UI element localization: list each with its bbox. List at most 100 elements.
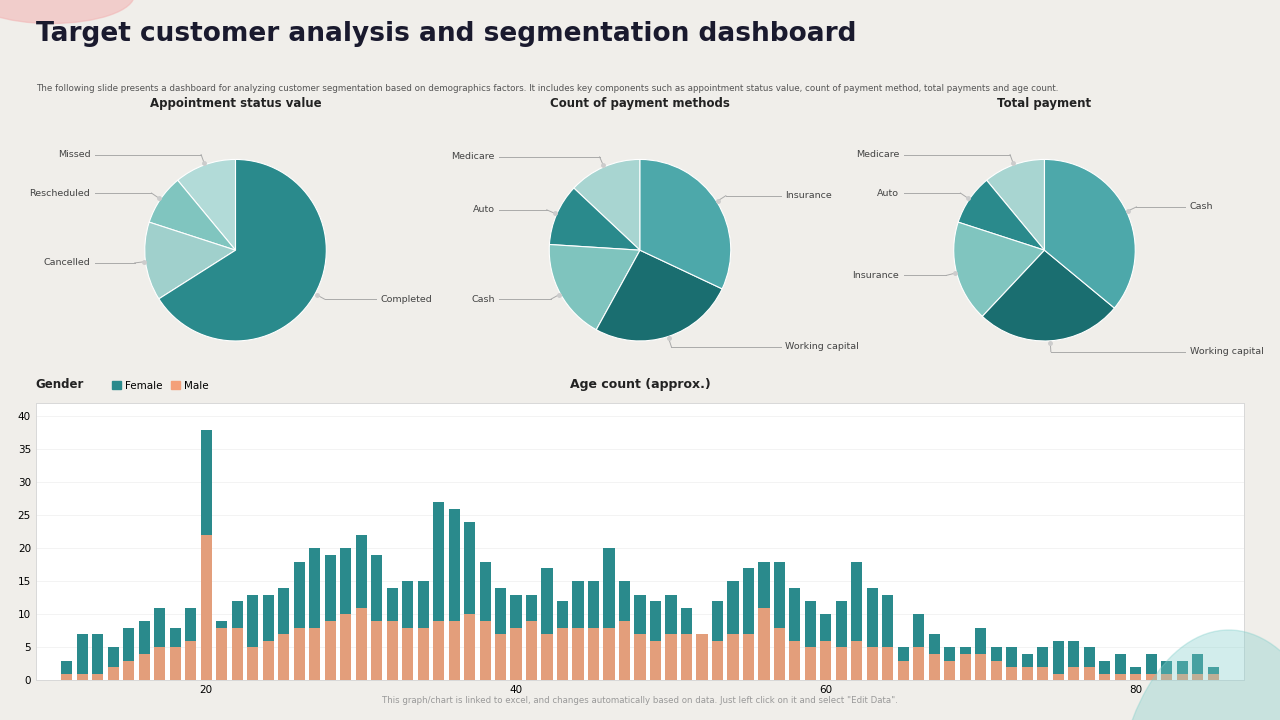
Bar: [666, 634, 677, 680]
Text: Medicare: Medicare: [452, 153, 495, 161]
Title: Count of payment methods: Count of payment methods: [550, 97, 730, 110]
Bar: [325, 621, 335, 680]
Bar: [216, 621, 228, 680]
Wedge shape: [1044, 159, 1135, 308]
Bar: [1069, 667, 1079, 680]
Bar: [929, 654, 940, 680]
Bar: [557, 601, 568, 680]
Bar: [774, 562, 785, 680]
Bar: [154, 608, 165, 680]
Bar: [201, 430, 211, 680]
Bar: [465, 522, 475, 680]
Bar: [1176, 674, 1188, 680]
Wedge shape: [159, 159, 326, 341]
Bar: [727, 582, 739, 680]
Bar: [681, 608, 692, 680]
Bar: [1100, 674, 1110, 680]
Bar: [758, 608, 769, 680]
Bar: [960, 647, 972, 680]
Bar: [387, 588, 398, 680]
Bar: [92, 634, 104, 680]
Bar: [882, 647, 893, 680]
Bar: [1037, 667, 1048, 680]
Bar: [1115, 674, 1126, 680]
Bar: [712, 641, 723, 680]
Bar: [356, 535, 367, 680]
Bar: [805, 647, 815, 680]
Bar: [511, 595, 522, 680]
Bar: [1192, 674, 1203, 680]
Bar: [603, 628, 614, 680]
Bar: [293, 562, 305, 680]
Bar: [448, 509, 460, 680]
Bar: [387, 621, 398, 680]
Bar: [991, 647, 1002, 680]
Wedge shape: [982, 250, 1115, 341]
Text: Rescheduled: Rescheduled: [29, 189, 91, 197]
Bar: [1207, 667, 1219, 680]
Bar: [1161, 674, 1172, 680]
Bar: [851, 641, 863, 680]
Bar: [1207, 674, 1219, 680]
Bar: [867, 588, 878, 680]
Bar: [123, 628, 134, 680]
Bar: [232, 601, 243, 680]
Text: Insurance: Insurance: [852, 271, 900, 280]
Bar: [186, 608, 196, 680]
Bar: [340, 549, 351, 680]
Bar: [1084, 647, 1094, 680]
Bar: [1161, 661, 1172, 680]
Bar: [960, 654, 972, 680]
Wedge shape: [640, 159, 731, 289]
Bar: [1130, 667, 1142, 680]
Text: Cash: Cash: [471, 294, 495, 304]
Bar: [897, 661, 909, 680]
Bar: [278, 588, 289, 680]
Bar: [975, 654, 987, 680]
Bar: [572, 582, 584, 680]
Bar: [913, 647, 924, 680]
Bar: [666, 595, 677, 680]
Bar: [696, 634, 708, 680]
Bar: [340, 614, 351, 680]
Bar: [1146, 674, 1157, 680]
Bar: [897, 647, 909, 680]
Bar: [61, 661, 73, 680]
Bar: [1069, 641, 1079, 680]
Bar: [433, 621, 444, 680]
Bar: [186, 641, 196, 680]
Bar: [308, 549, 320, 680]
Bar: [991, 661, 1002, 680]
Bar: [1021, 654, 1033, 680]
Text: Working capital: Working capital: [785, 343, 859, 351]
Bar: [1115, 654, 1126, 680]
Legend: Female, Male: Female, Male: [108, 377, 212, 395]
Bar: [541, 568, 553, 680]
Bar: [417, 582, 429, 680]
Bar: [851, 562, 863, 680]
Bar: [805, 601, 815, 680]
Bar: [588, 582, 599, 680]
Bar: [325, 555, 335, 680]
Wedge shape: [145, 222, 236, 299]
Wedge shape: [150, 180, 236, 250]
Bar: [541, 634, 553, 680]
Bar: [61, 674, 73, 680]
Bar: [138, 621, 150, 680]
Text: Target customer analysis and segmentation dashboard: Target customer analysis and segmentatio…: [36, 21, 856, 47]
Bar: [774, 628, 785, 680]
Bar: [511, 628, 522, 680]
Wedge shape: [959, 180, 1044, 250]
Bar: [170, 647, 180, 680]
Bar: [1084, 667, 1094, 680]
Bar: [308, 628, 320, 680]
Bar: [572, 628, 584, 680]
Bar: [480, 562, 490, 680]
Bar: [1006, 667, 1018, 680]
Bar: [108, 647, 119, 680]
Bar: [371, 555, 383, 680]
Text: Cash: Cash: [1189, 202, 1213, 212]
Bar: [356, 608, 367, 680]
Bar: [247, 595, 259, 680]
Bar: [696, 634, 708, 680]
